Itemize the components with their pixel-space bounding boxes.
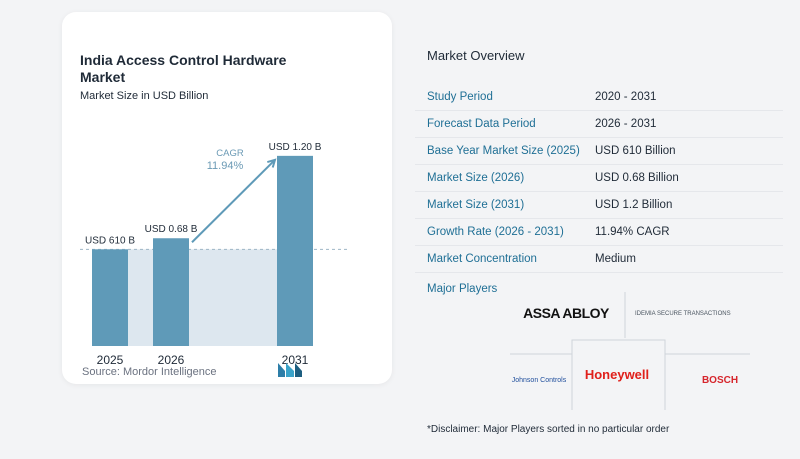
row-value: 2026 - 2031 [595, 118, 657, 130]
overview-panel: Market Overview Study Period 2020 - 2031 … [415, 0, 800, 459]
overview-row: Market Size (2031) USD 1.2 Billion [415, 192, 783, 219]
disclaimer-note: *Disclaimer: Major Players sorted in no … [427, 424, 670, 435]
cagr-arrow-head [267, 158, 277, 168]
source-note: Source: Mordor Intelligence [82, 366, 217, 378]
data-label: USD 1.20 B [269, 142, 322, 153]
row-label: Base Year Market Size (2025) [427, 145, 580, 157]
bar-chart: USD 610 B 2025 USD 0.68 B 2026 USD 1.20 B 203… [80, 142, 347, 367]
bar-2026 [153, 238, 189, 346]
overview-row: Market Size (2026) USD 0.68 Billion [415, 165, 783, 192]
major-players-title: Major Players [427, 283, 498, 295]
x-tick-label: 2031 [282, 353, 309, 367]
row-value: 2020 - 2031 [595, 91, 657, 103]
overview-row: Study Period 2020 - 2031 [415, 84, 783, 111]
honeywell-logo: Honeywell [584, 366, 650, 382]
idemia-logo: IDEMIA SECURE TRANSACTIONS [635, 310, 731, 317]
chart-title: India Access Control Hardware Market [80, 52, 287, 85]
row-value: USD 610 Billion [595, 145, 676, 157]
cagr-arrow [191, 159, 276, 243]
row-label: Study Period [427, 91, 493, 103]
chart-card: India Access Control Hardware Market Mar… [62, 12, 392, 384]
players-logo-grid: ASSA ABLOY IDEMIA SECURE TRANSACTIONS Ho… [510, 290, 770, 410]
chart-subtitle: Market Size in USD Billion [80, 90, 209, 102]
overview-row: Forecast Data Period 2026 - 2031 [415, 111, 783, 138]
row-label: Forecast Data Period [427, 118, 536, 130]
x-tick-label: 2026 [158, 353, 185, 367]
mordor-logo-icon [278, 363, 302, 377]
row-value: USD 1.2 Billion [595, 199, 673, 211]
overview-row: Base Year Market Size (2025) USD 610 Bill… [415, 138, 783, 165]
assa-abloy-logo: ASSA ABLOY [523, 305, 609, 321]
row-value: 11.94% CAGR [595, 226, 670, 238]
overview-row: Growth Rate (2026 - 2031) 11.94% CAGR [415, 219, 783, 246]
row-label: Market Size (2031) [427, 199, 525, 211]
johnson-controls-logo: Johnson Controls [511, 377, 567, 384]
row-label: Market Concentration [427, 253, 537, 265]
bosch-logo: BOSCH [701, 374, 739, 386]
overview-table: Study Period 2020 - 2031 Forecast Data Pe… [415, 84, 783, 273]
row-label: Growth Rate (2026 - 2031) [427, 226, 564, 238]
bar-2025 [92, 249, 128, 346]
row-value: Medium [595, 253, 636, 265]
bar-2031 [277, 155, 313, 346]
row-value: USD 0.68 Billion [595, 172, 679, 184]
data-label: USD 0.68 B [145, 224, 198, 235]
row-label: Market Size (2026) [427, 172, 525, 184]
overview-title: Market Overview [427, 48, 525, 63]
logo-grid-lines [510, 292, 750, 410]
x-tick-label: 2025 [97, 353, 124, 367]
cagr-label: CAGR [216, 148, 244, 159]
overview-row: Market Concentration Medium [415, 246, 783, 273]
cagr-value: 11.94% [207, 160, 244, 172]
data-label: USD 610 B [85, 235, 135, 246]
